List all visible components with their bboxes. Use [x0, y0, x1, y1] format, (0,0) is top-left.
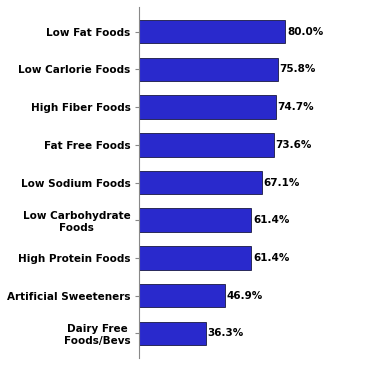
Text: 80.0%: 80.0%	[287, 27, 323, 37]
Bar	[139, 171, 262, 194]
Bar	[139, 58, 278, 81]
Bar	[139, 96, 276, 119]
Bar	[139, 284, 225, 307]
Bar	[139, 133, 274, 157]
Text: 73.6%: 73.6%	[275, 140, 311, 150]
Bar	[139, 322, 206, 345]
Bar	[139, 20, 285, 43]
Text: 36.3%: 36.3%	[207, 328, 243, 338]
Text: 75.8%: 75.8%	[279, 65, 315, 74]
Text: 61.4%: 61.4%	[253, 215, 289, 225]
Text: 67.1%: 67.1%	[263, 177, 300, 188]
Text: 46.9%: 46.9%	[226, 291, 263, 300]
Bar	[139, 208, 251, 232]
Text: 61.4%: 61.4%	[253, 253, 289, 263]
Bar	[139, 246, 251, 269]
Text: 74.7%: 74.7%	[277, 102, 314, 112]
